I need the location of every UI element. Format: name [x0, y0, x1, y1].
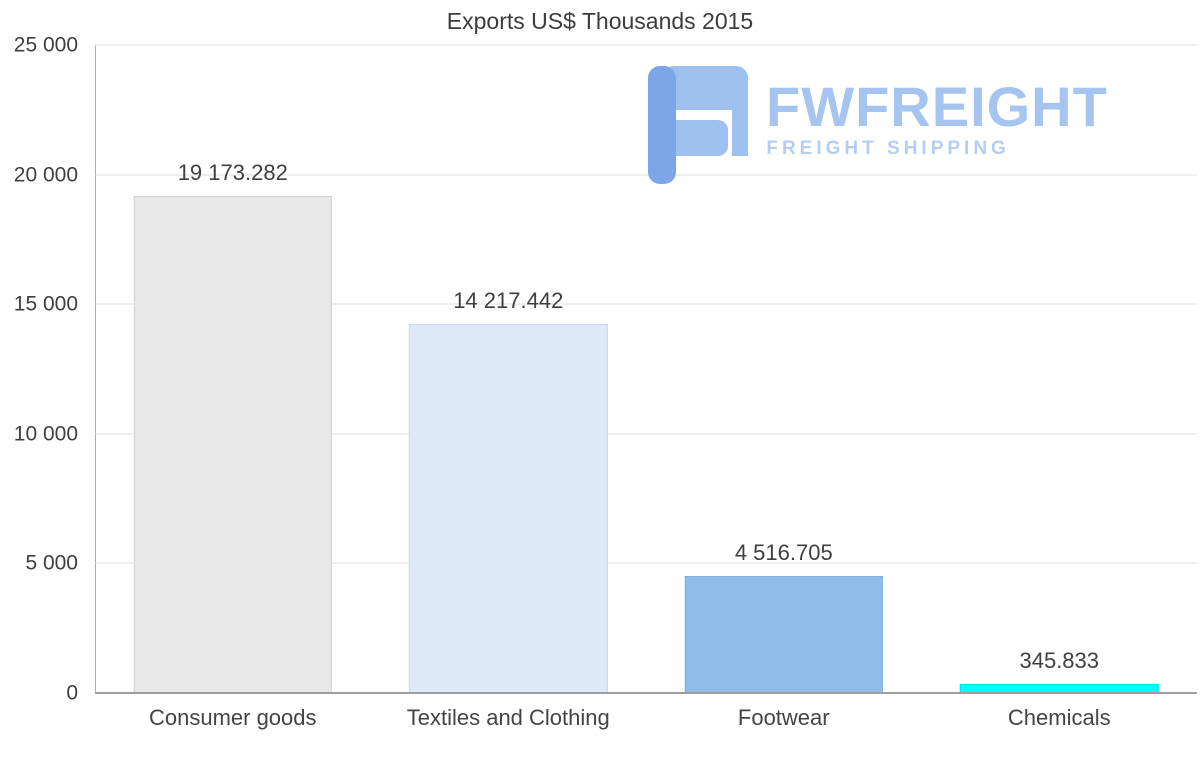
y-tick-label: 5 000 — [25, 551, 78, 575]
bars: 19 173.282 14 217.442 4 516.705 345.833 — [95, 45, 1197, 693]
y-tick-label: 0 — [66, 681, 78, 705]
fwfreight-logo-icon — [648, 66, 748, 189]
bar-slot-footwear: 4 516.705 — [646, 45, 922, 693]
x-tick-label-chemicals: Chemicals — [1007, 705, 1111, 730]
bar-chemicals — [960, 684, 1159, 693]
x-axis-line — [95, 692, 1197, 694]
y-axis-line — [95, 45, 96, 693]
bar-slot-consumer-goods: 19 173.282 — [95, 45, 371, 693]
y-axis: 0 5 000 10 000 15 000 20 000 25 000 — [0, 35, 80, 704]
y-tick-label: 20 000 — [13, 163, 78, 187]
bar-value-label: 345.833 — [1019, 648, 1100, 674]
gridline — [95, 433, 1197, 435]
bar-value-label: 4 516.705 — [734, 539, 833, 565]
watermark-text: FWFREIGHT FREIGHT SHIPPING — [766, 66, 1108, 160]
bar-slot-textiles-and-clothing: 14 217.442 — [371, 45, 647, 693]
watermark-tagline: FREIGHT SHIPPING — [766, 137, 1010, 159]
bar-value-label: 14 217.442 — [453, 288, 564, 314]
watermark-logo: FWFREIGHT FREIGHT SHIPPING — [648, 66, 1108, 189]
y-tick-label: 25 000 — [13, 33, 78, 57]
gridline — [95, 562, 1197, 564]
x-tick-label-consumer-goods: Consumer goods — [148, 705, 317, 730]
gridline — [95, 174, 1197, 176]
watermark-name: FWFREIGHT — [766, 75, 1108, 138]
gridline — [95, 44, 1197, 46]
bar-value-label: 19 173.282 — [177, 160, 288, 186]
plot-area: 19 173.282 14 217.442 4 516.705 345.833 — [95, 44, 1197, 694]
y-tick-label: 15 000 — [13, 292, 78, 316]
gridline — [95, 303, 1197, 305]
bar-consumer-goods — [133, 196, 332, 693]
bar-textiles-and-clothing — [409, 324, 608, 693]
y-tick-label: 10 000 — [13, 422, 78, 446]
bar-footwear — [684, 575, 883, 693]
chart-title: Exports US$ Thousands 2015 — [446, 8, 754, 34]
x-tick-label-footwear: Footwear — [737, 705, 830, 730]
x-tick-label-textiles-and-clothing: Textiles and Clothing — [406, 705, 610, 730]
x-axis: Consumer goods Textiles and Clothing Footw… — [95, 705, 1197, 731]
bar-slot-chemicals: 345.833 — [922, 45, 1198, 693]
